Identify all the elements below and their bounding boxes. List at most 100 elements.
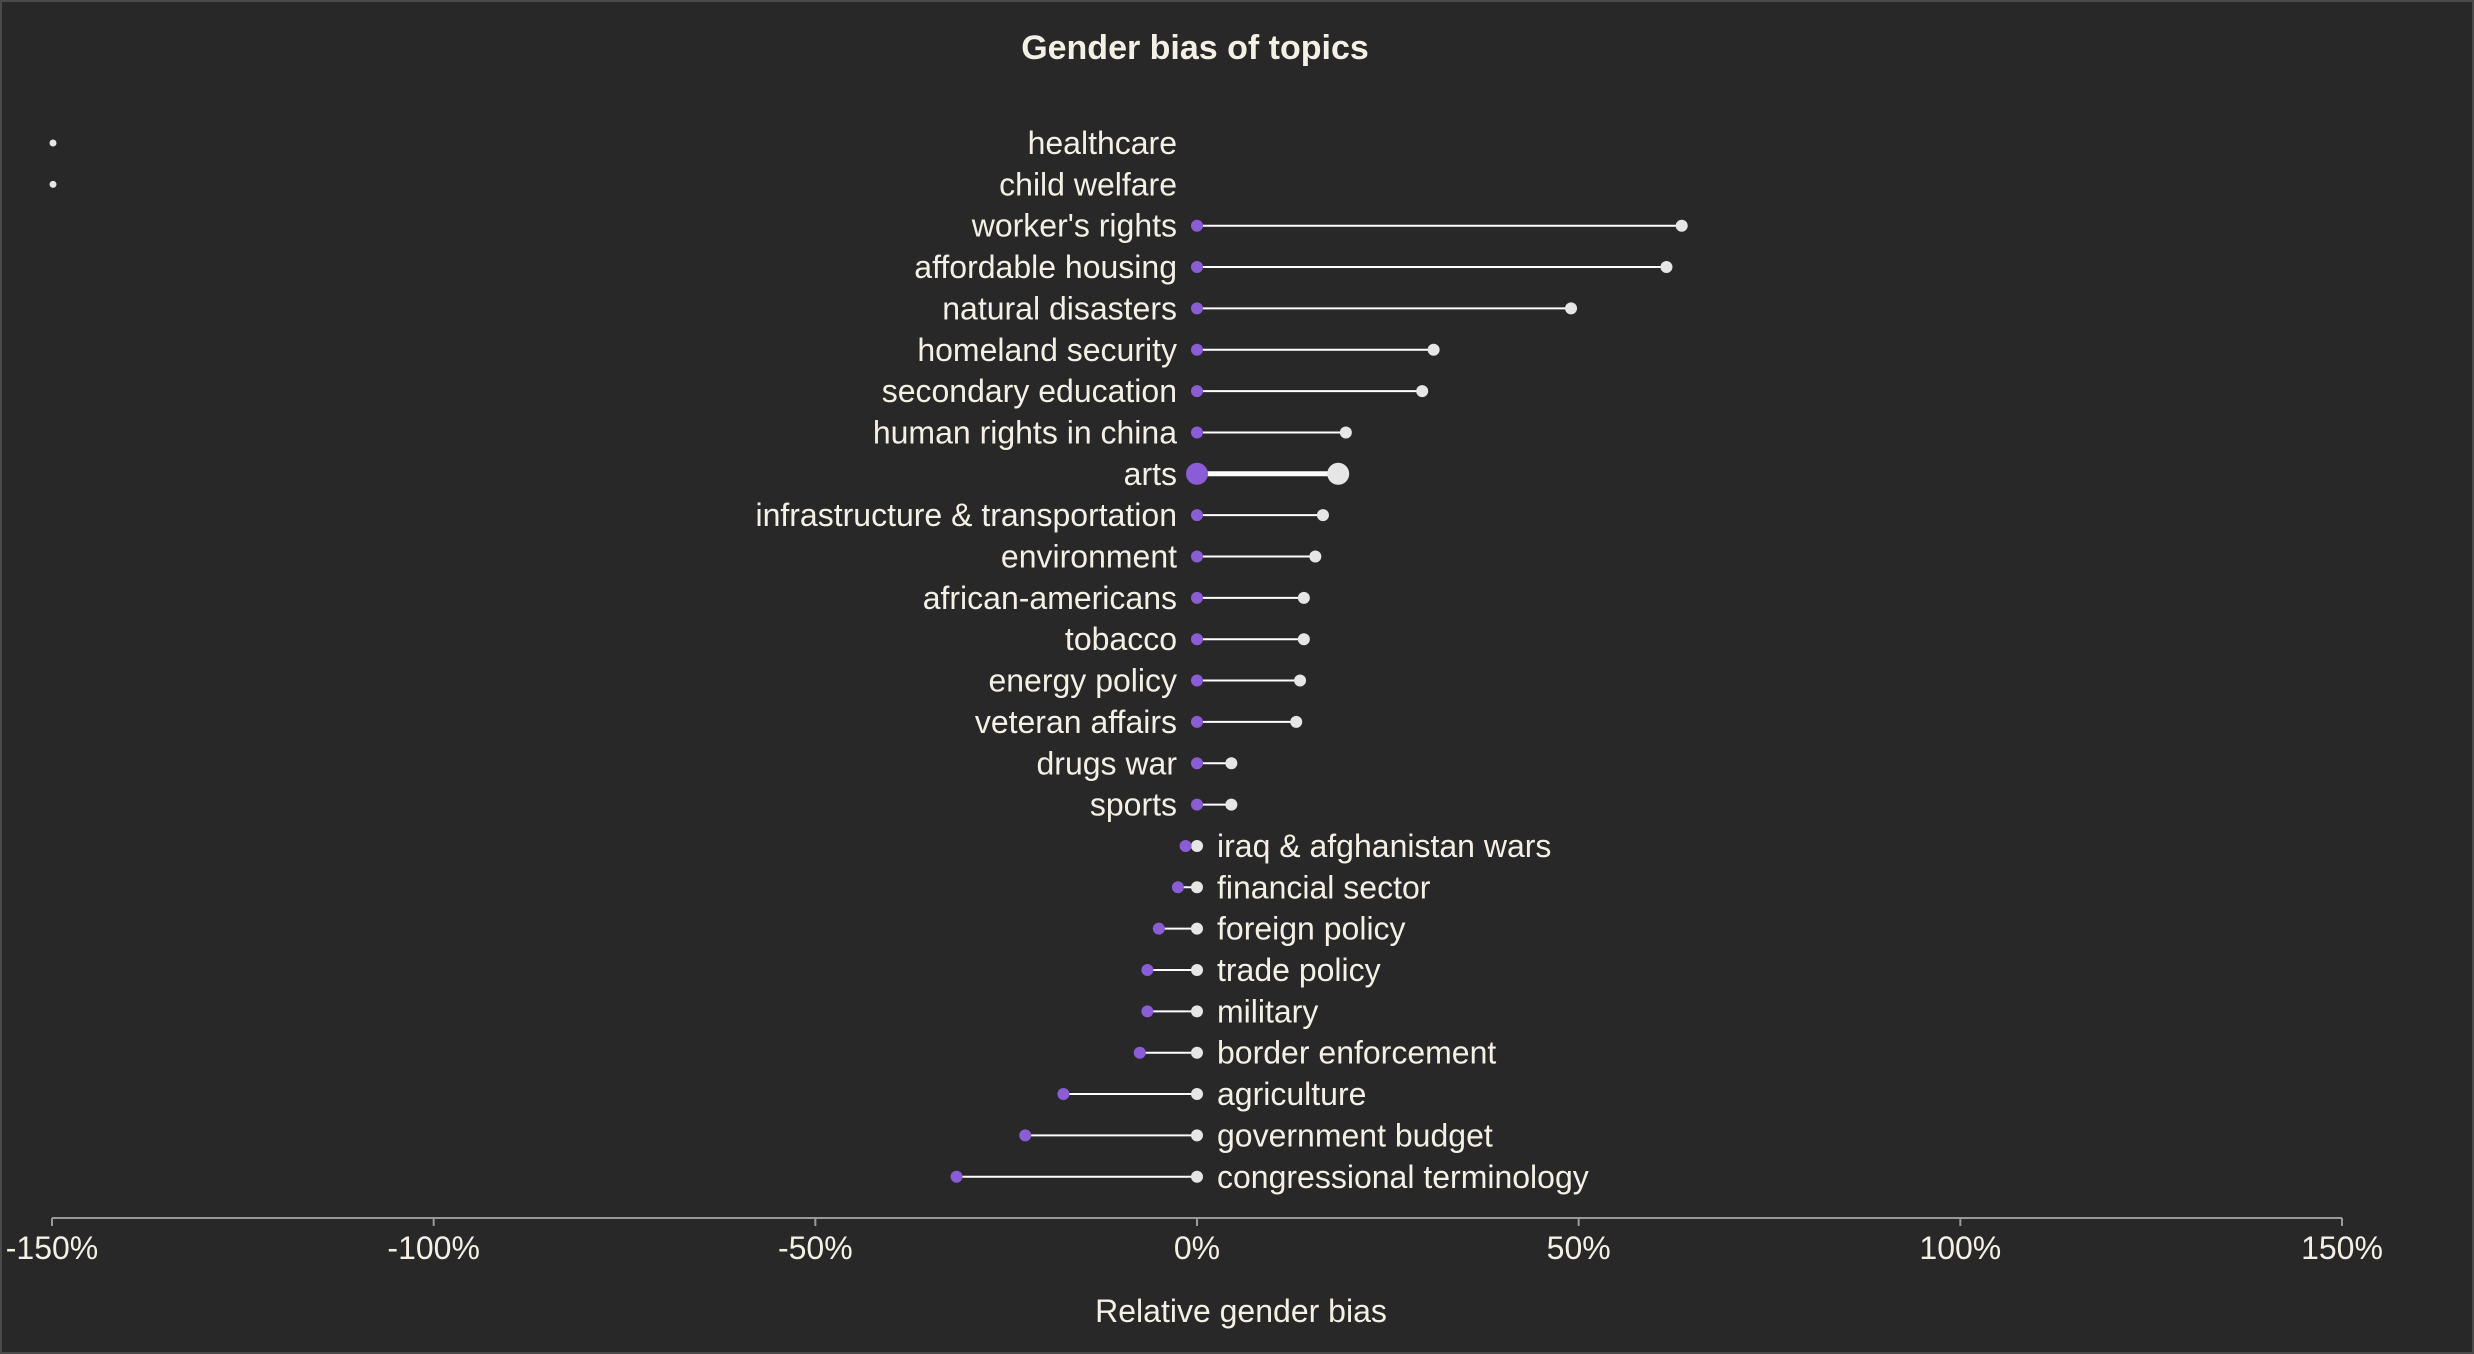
category-label: tobacco [1065,621,1177,657]
female-point [1191,798,1203,811]
male-point [1297,633,1310,646]
male-point [1191,1005,1203,1018]
data-row: environment [1001,539,1322,575]
female-point [1191,757,1203,770]
data-row: drugs war [1037,745,1238,781]
category-label: government budget [1217,1117,1493,1153]
female-point [1191,261,1203,274]
x-tick-label: -100% [387,1230,480,1266]
data-row: energy policy [988,663,1307,699]
female-point [950,1170,963,1183]
data-row: african-americans [923,580,1310,616]
female-point [1141,1005,1154,1018]
male-point [1297,591,1310,604]
category-label: secondary education [882,373,1177,409]
male-point [1416,385,1429,398]
category-label: child welfare [999,166,1177,202]
category-label: iraq & afghanistan wars [1217,828,1551,864]
x-tick-label: 50% [1547,1230,1611,1266]
female-point [1191,591,1203,604]
data-row: homeland security [917,332,1440,368]
category-label: environment [1001,539,1177,575]
female-point [1191,715,1203,728]
male-point [1309,550,1322,563]
x-axis-ticks: -150% -100% -50% 0% 50% 100% 150% [6,1218,2383,1266]
female-point [1179,839,1192,852]
male-point [1191,964,1203,976]
female-point [1152,922,1165,935]
data-row: congressional terminology [950,1159,1589,1195]
female-point [1191,633,1203,646]
x-tick-label: -50% [778,1230,853,1266]
data-row: iraq & afghanistan wars [1179,828,1551,864]
male-point [1191,1046,1203,1059]
x-tick-label: 0% [1174,1230,1220,1266]
male-point [1327,462,1350,485]
female-point [1019,1129,1032,1142]
female-point [1191,219,1203,232]
category-label: border enforcement [1217,1035,1496,1071]
data-row: natural disasters [942,290,1578,326]
female-point [1191,302,1203,315]
male-point [1225,757,1238,770]
category-label: affordable housing [914,249,1177,285]
category-label: natural disasters [942,290,1177,326]
x-tick-label: 100% [1919,1230,2001,1266]
category-label: financial sector [1217,869,1431,905]
female-point [1057,1088,1070,1101]
male-point [1191,839,1203,852]
data-row: foreign policy [1152,911,1406,947]
category-label: arts [1124,456,1177,492]
category-label: sports [1090,787,1177,823]
category-label: energy policy [988,663,1177,699]
category-label: veteran affairs [975,704,1177,740]
data-row: worker's rights [971,208,1688,244]
data-row: trade policy [1141,952,1381,988]
male-point [1191,1129,1203,1142]
female-point [1133,1046,1146,1059]
data-row: military [1141,993,1318,1029]
data-row: government budget [1019,1117,1493,1153]
category-label: healthcare [1028,125,1177,161]
chart-title: Gender bias of topics [1021,29,1369,67]
category-label: drugs war [1037,745,1178,781]
male-point [1191,922,1203,935]
female-point [1191,426,1203,439]
category-label: agriculture [1217,1076,1366,1112]
data-row: financial sector [1171,869,1431,905]
female-point [1186,462,1208,485]
female-point [1191,674,1203,687]
female-point [1191,509,1203,522]
data-row: human rights in china [873,414,1352,450]
male-point [1565,302,1578,315]
male-point [1191,881,1203,894]
category-label: trade policy [1217,952,1381,988]
data-row: healthcare [49,125,1177,161]
category-label: congressional terminology [1217,1159,1589,1195]
data-row: secondary education [882,373,1429,409]
data-row: veteran affairs [975,704,1303,740]
male-point [1316,509,1329,522]
data-row: arts [1124,456,1350,492]
category-label: homeland security [917,332,1177,368]
male-point [1225,798,1238,811]
female-point [1171,881,1184,894]
category-label: military [1217,993,1318,1029]
category-label: infrastructure & transportation [755,497,1177,533]
empty-row-marker [49,139,57,147]
female-point [1191,385,1203,398]
male-point [1191,1088,1203,1101]
female-point [1191,343,1203,356]
male-point [1191,1170,1203,1183]
chart-rows: healthcare child welfare worker's rights af… [49,125,1688,1195]
data-row: agriculture [1057,1076,1366,1112]
empty-row-marker [49,180,57,188]
category-label: foreign policy [1217,911,1406,947]
data-row: child welfare [49,166,1177,202]
category-label: worker's rights [971,208,1177,244]
male-point [1339,426,1352,439]
data-row: tobacco [1065,621,1310,657]
male-point [1427,343,1440,356]
x-tick-label: 150% [2301,1230,2383,1266]
